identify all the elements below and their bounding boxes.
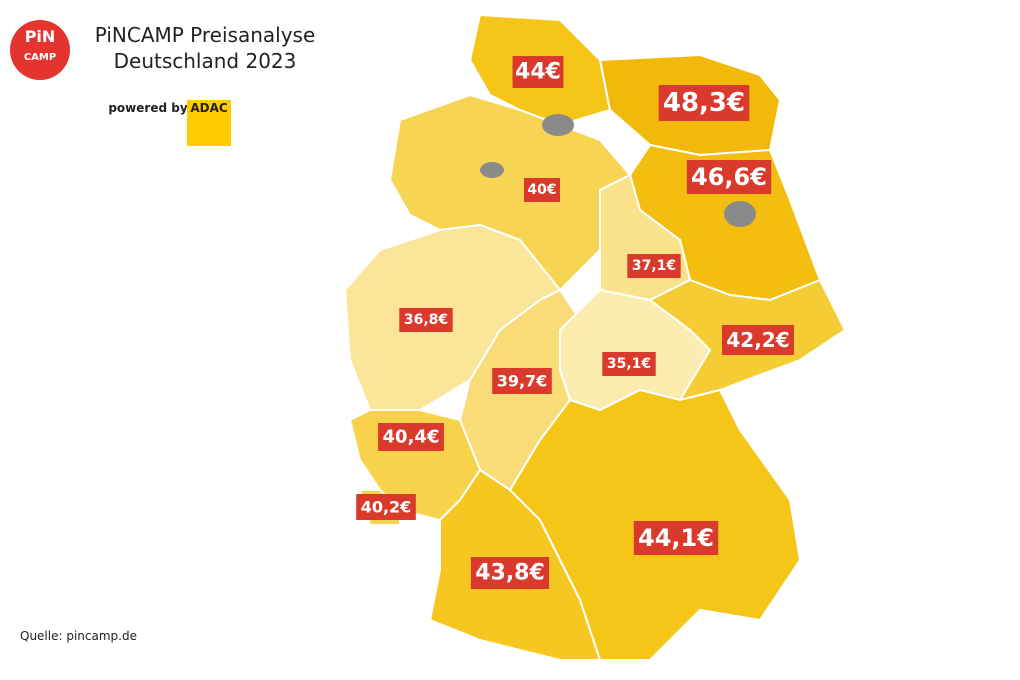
- logo-text: CAMP: [24, 52, 56, 63]
- price-label: 40€: [527, 182, 556, 198]
- source: Quelle: pincamp.de: [20, 629, 137, 643]
- label-box: [470, 557, 550, 589]
- label-box: [633, 521, 719, 555]
- price-label: 44€: [515, 60, 561, 85]
- city-state: [724, 201, 756, 227]
- price-label: 40,4€: [383, 427, 440, 448]
- label-box: [602, 352, 656, 376]
- label-box: [627, 254, 681, 278]
- price-label: 44,1€: [638, 524, 714, 552]
- label-box: [686, 160, 772, 194]
- price-label: 36,8€: [404, 312, 448, 328]
- sponsor: ADAC: [190, 101, 228, 115]
- label-box: [492, 368, 552, 394]
- label-box: [523, 178, 561, 202]
- label-box: [658, 85, 750, 121]
- price-label: 39,7€: [497, 372, 548, 391]
- price-label: 42,2€: [726, 328, 789, 352]
- price-label: 40,2€: [361, 498, 412, 517]
- price-label: 43,8€: [475, 561, 545, 586]
- title: Deutschland 2023: [114, 49, 297, 73]
- price-label: 46,6€: [691, 163, 767, 191]
- price-label: 35,1€: [607, 356, 651, 372]
- city-state: [480, 162, 504, 178]
- city-state: [542, 114, 574, 136]
- sponsor-logo: [187, 100, 231, 146]
- price-label: 48,3€: [663, 88, 745, 118]
- logo-text: PiN: [25, 27, 56, 46]
- label-box: [356, 494, 416, 520]
- price-labels: 44€ 48,3€ 46,6€ 40€ 37,1€ 36,8€ 39,7€ 35,1€ 42,2…: [356, 56, 794, 589]
- logo: [10, 20, 70, 80]
- price-label: 37,1€: [632, 258, 676, 274]
- powered-by: powered by: [108, 101, 187, 115]
- label-box: [399, 308, 453, 332]
- label-box: [722, 325, 794, 355]
- title: PiNCAMP Preisanalyse: [95, 23, 316, 47]
- label-box: [378, 423, 444, 451]
- label-box: [512, 56, 564, 88]
